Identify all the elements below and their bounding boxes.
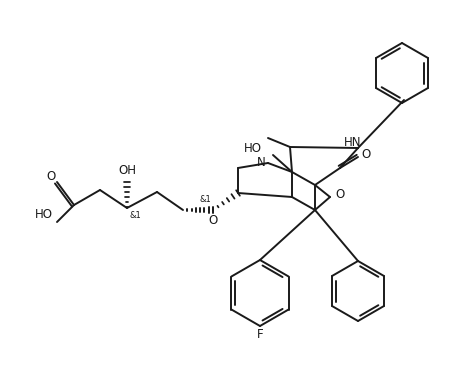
Text: HO: HO: [244, 142, 262, 154]
Text: HO: HO: [35, 209, 53, 221]
Text: &1: &1: [199, 195, 211, 205]
Text: O: O: [46, 171, 55, 183]
Text: &1: &1: [130, 210, 142, 220]
Text: O: O: [335, 188, 344, 202]
Text: OH: OH: [118, 164, 136, 176]
Text: O: O: [208, 213, 218, 227]
Text: N: N: [256, 157, 265, 169]
Text: O: O: [361, 149, 371, 161]
Text: HN: HN: [344, 135, 362, 149]
Text: F: F: [256, 328, 263, 340]
